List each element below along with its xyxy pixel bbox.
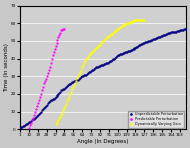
- Unpredictable Perturbation: [151, 39, 153, 41]
- Predictable Perturbation: [44, 78, 47, 79]
- Dynamically Varying Gain: [129, 21, 132, 23]
- Line: Unpredictable Perturbation: Unpredictable Perturbation: [19, 28, 187, 128]
- Dynamically Varying Gain: [134, 19, 137, 21]
- Dynamically Varying Gain: [65, 103, 67, 104]
- Predictable Perturbation: [62, 28, 65, 30]
- Unpredictable Perturbation: [185, 28, 187, 29]
- Predictable Perturbation: [29, 124, 31, 126]
- Predictable Perturbation: [63, 28, 66, 29]
- Predictable Perturbation: [54, 45, 57, 47]
- Predictable Perturbation: [50, 58, 53, 60]
- Unpredictable Perturbation: [148, 40, 150, 42]
- Predictable Perturbation: [45, 75, 48, 77]
- X-axis label: Angle (In Degrees): Angle (In Degrees): [77, 139, 129, 144]
- Predictable Perturbation: [44, 80, 46, 82]
- Predictable Perturbation: [40, 93, 42, 95]
- Predictable Perturbation: [49, 62, 52, 64]
- Predictable Perturbation: [32, 117, 34, 118]
- Predictable Perturbation: [52, 51, 55, 53]
- Predictable Perturbation: [37, 102, 39, 104]
- Predictable Perturbation: [43, 82, 45, 84]
- Predictable Perturbation: [36, 105, 38, 107]
- Dynamically Varying Gain: [143, 19, 146, 21]
- Unpredictable Perturbation: [160, 35, 162, 37]
- Unpredictable Perturbation: [177, 30, 179, 32]
- Predictable Perturbation: [40, 90, 43, 91]
- Dynamically Varying Gain: [77, 75, 79, 77]
- Predictable Perturbation: [33, 114, 35, 115]
- Dynamically Varying Gain: [141, 19, 143, 21]
- Unpredictable Perturbation: [63, 88, 66, 90]
- Predictable Perturbation: [28, 127, 30, 128]
- Legend: Unpredictable Perturbation, Predictable Perturbation, Dynamically Varying Gain: Unpredictable Perturbation, Predictable …: [128, 111, 184, 128]
- Predictable Perturbation: [42, 86, 44, 88]
- Predictable Perturbation: [58, 34, 61, 36]
- Predictable Perturbation: [35, 108, 37, 110]
- Predictable Perturbation: [59, 32, 62, 34]
- Predictable Perturbation: [39, 96, 41, 98]
- Unpredictable Perturbation: [84, 74, 86, 76]
- Predictable Perturbation: [38, 99, 40, 101]
- Dynamically Varying Gain: [54, 123, 57, 125]
- Predictable Perturbation: [31, 120, 33, 121]
- Line: Dynamically Varying Gain: Dynamically Varying Gain: [55, 19, 145, 125]
- Dynamically Varying Gain: [75, 80, 77, 81]
- Dynamically Varying Gain: [142, 19, 145, 21]
- Predictable Perturbation: [51, 54, 54, 56]
- Predictable Perturbation: [30, 122, 32, 124]
- Predictable Perturbation: [57, 37, 60, 38]
- Predictable Perturbation: [56, 40, 59, 41]
- Predictable Perturbation: [48, 70, 50, 71]
- Y-axis label: Time (In seconds): Time (In seconds): [4, 43, 9, 92]
- Predictable Perturbation: [47, 73, 49, 74]
- Predictable Perturbation: [48, 67, 51, 68]
- Predictable Perturbation: [61, 29, 64, 31]
- Predictable Perturbation: [55, 42, 58, 44]
- Unpredictable Perturbation: [19, 127, 21, 128]
- Line: Predictable Perturbation: Predictable Perturbation: [28, 28, 65, 128]
- Predictable Perturbation: [34, 111, 36, 112]
- Predictable Perturbation: [60, 29, 63, 31]
- Predictable Perturbation: [53, 48, 56, 50]
